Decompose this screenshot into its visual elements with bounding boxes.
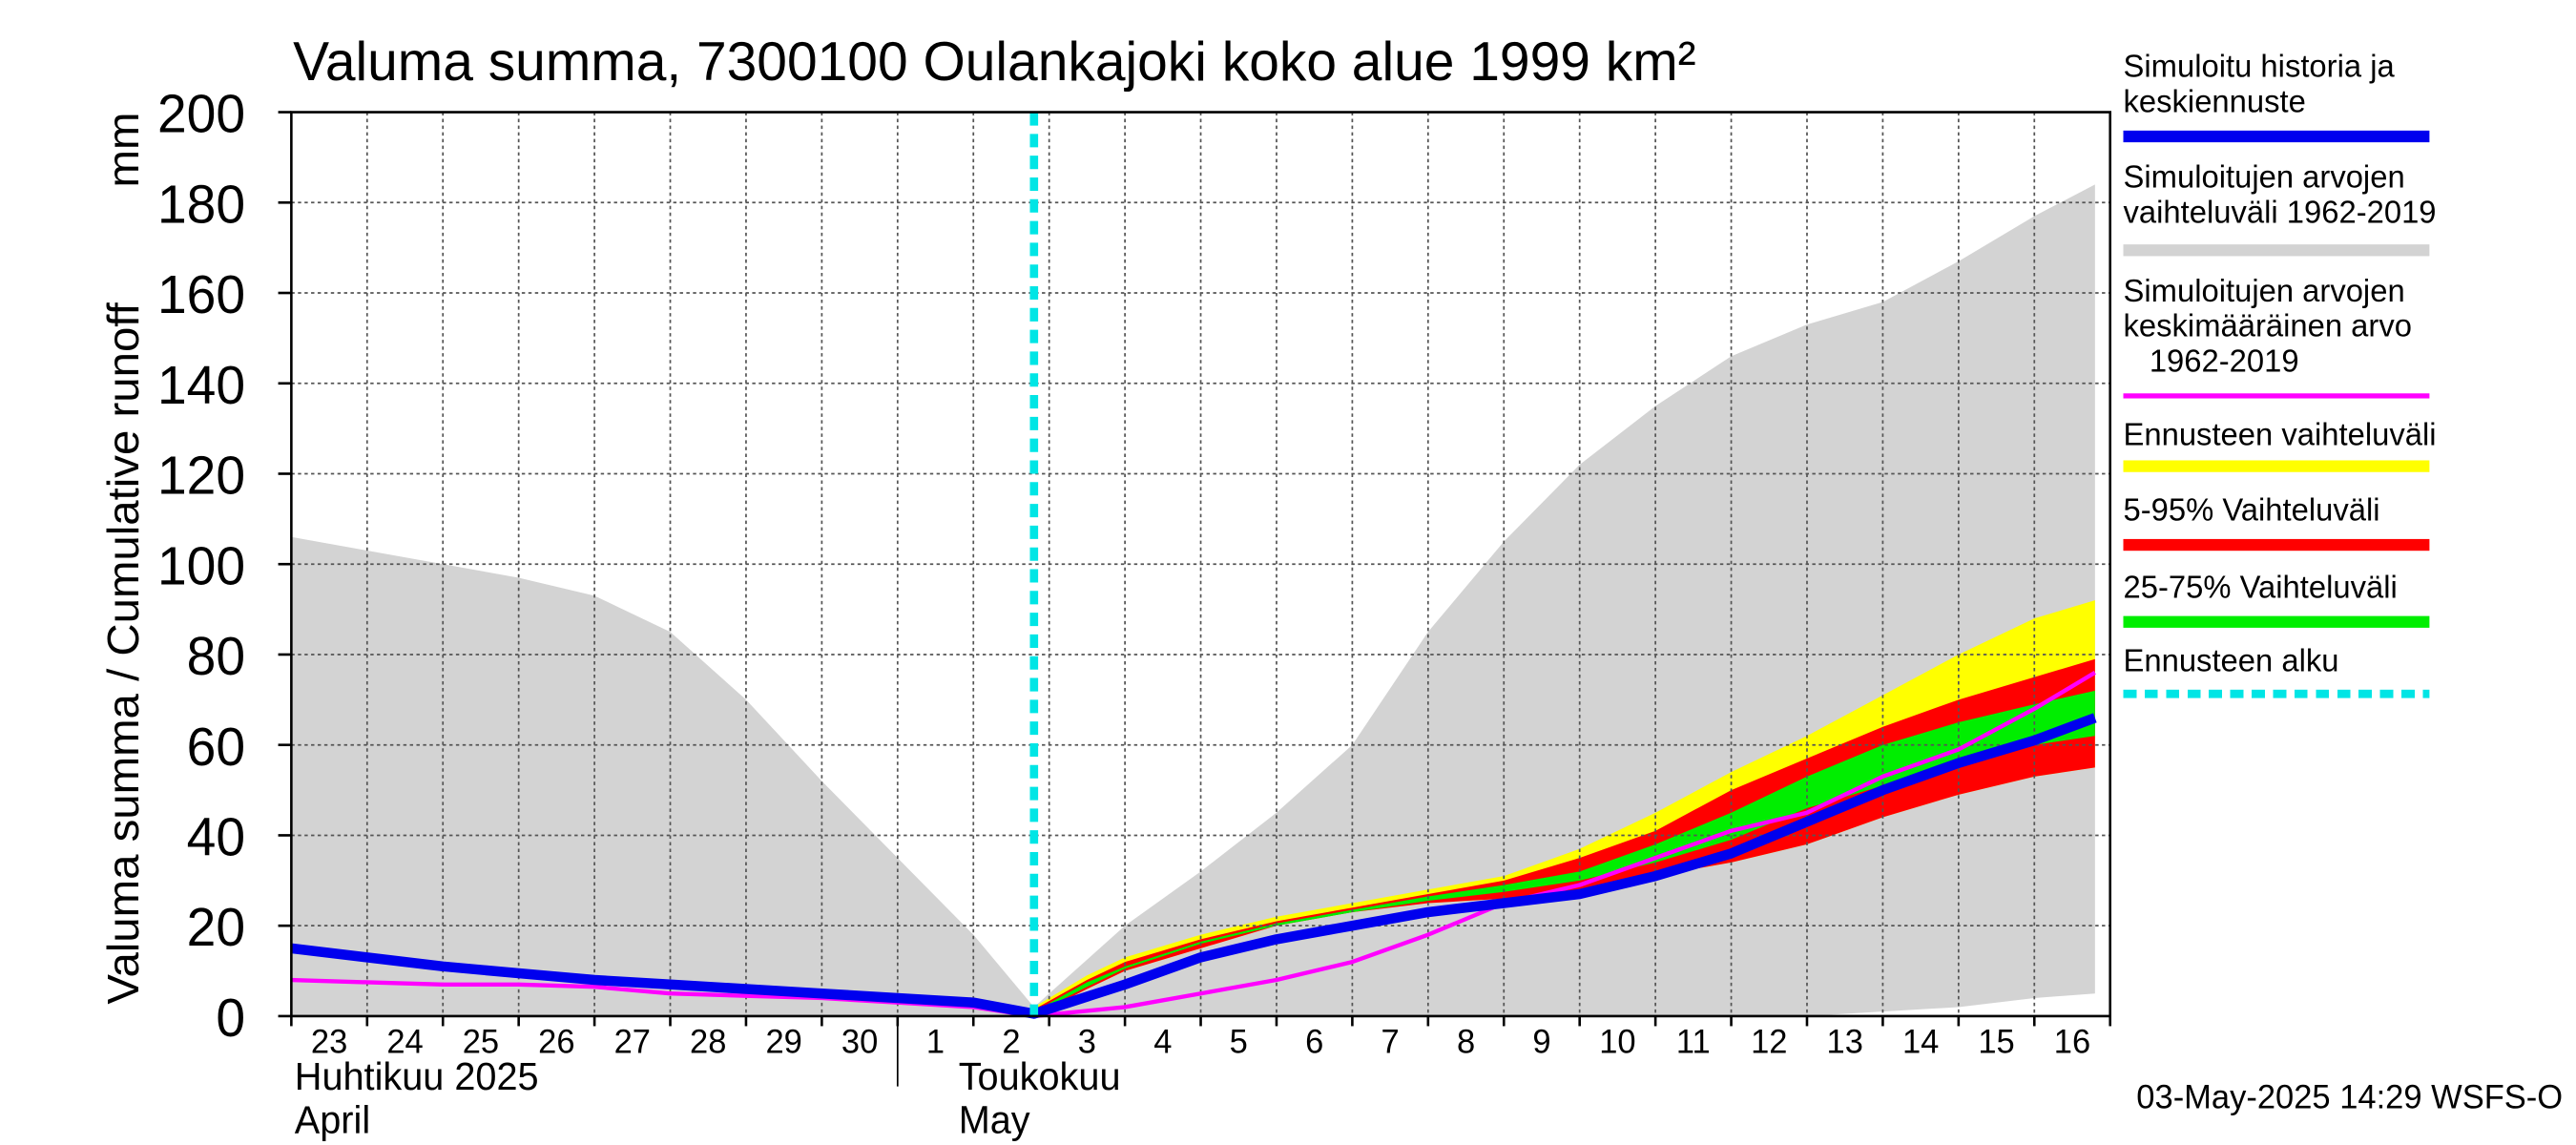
chart-title: Valuma summa, 7300100 Oulankajoki koko a…	[293, 30, 1696, 93]
legend-label-forecast-range: Ennusteen vaihteluväli	[2123, 418, 2437, 454]
x-tick-label: 27	[614, 1024, 651, 1060]
x-tick-label: 23	[311, 1024, 347, 1060]
y-tick-label: 60	[187, 717, 245, 777]
legend-item-mean: Simuloitujen arvojen keskimääräinen arvo…	[2123, 274, 2568, 399]
x-tick-label: 1	[926, 1024, 945, 1060]
x-tick-label: 14	[1902, 1024, 1939, 1060]
x-tick-label: 13	[1827, 1024, 1863, 1060]
legend-item-forecast-start: Ennusteen alku	[2123, 644, 2568, 698]
y-tick-label: 40	[187, 807, 245, 867]
x-tick-label: 5	[1230, 1024, 1248, 1060]
x-tick-label: 7	[1381, 1024, 1400, 1060]
x-tick-label: 6	[1305, 1024, 1323, 1060]
legend-swatch-25-75	[2123, 615, 2430, 628]
legend-label-history: Simuloitu historia ja keskiennuste	[2123, 50, 2395, 121]
legend-item-forecast-range: Ennusteen vaihteluväli	[2123, 418, 2568, 472]
legend-label-5-95: 5-95% Vaihteluväli	[2123, 493, 2380, 530]
legend-item-history: Simuloitu historia ja keskiennuste	[2123, 50, 2568, 143]
y-tick-label: 200	[157, 84, 245, 144]
legend-swatch-mean	[2123, 393, 2430, 399]
month-label-fi: Huhtikuu 2025	[295, 1056, 539, 1098]
legend-label-25-75: 25-75% Vaihteluväli	[2123, 571, 2398, 607]
x-tick-label: 28	[690, 1024, 726, 1060]
legend-swatch-range	[2123, 244, 2430, 257]
legend-item-5-95: 5-95% Vaihteluväli	[2123, 493, 2568, 552]
y-tick-label: 20	[187, 898, 245, 958]
x-tick-label: 11	[1676, 1024, 1711, 1060]
y-tick-label: 80	[187, 627, 245, 687]
series-line-1	[290, 713, 2097, 1019]
month-label-fi: Toukokuu	[959, 1056, 1121, 1098]
x-tick-label: 3	[1078, 1024, 1096, 1060]
band-3	[1033, 690, 2095, 1014]
x-tick-label: 9	[1532, 1024, 1550, 1060]
x-tick-label: 2	[1002, 1024, 1020, 1060]
y-tick-label: 0	[216, 989, 245, 1049]
month-label-en: April	[295, 1099, 370, 1141]
y-tick-label: 160	[157, 265, 245, 325]
x-tick-label: 10	[1599, 1024, 1635, 1060]
x-tick-label: 4	[1153, 1024, 1172, 1060]
legend-swatch-5-95	[2123, 538, 2430, 552]
y-tick-label: 100	[157, 536, 245, 596]
x-tick-label: 24	[386, 1024, 423, 1060]
legend-label-forecast-start: Ennusteen alku	[2123, 644, 2339, 680]
timestamp-footer: 03-May-2025 14:29 WSFS-O	[2136, 1079, 2564, 1117]
legend-item-25-75: 25-75% Vaihteluväli	[2123, 571, 2568, 628]
y-tick-label: 120	[157, 446, 245, 506]
x-tick-label: 25	[463, 1024, 499, 1060]
x-tick-label: 15	[1978, 1024, 2014, 1060]
month-label-en: May	[959, 1099, 1030, 1141]
band-2	[1033, 658, 2095, 1016]
x-tick-label: 29	[765, 1024, 801, 1060]
legend-label-mean: Simuloitujen arvojen keskimääräinen arvo…	[2123, 274, 2412, 381]
x-tick-label: 26	[538, 1024, 574, 1060]
legend-swatch-forecast-range	[2123, 460, 2430, 472]
x-tick-label: 12	[1751, 1024, 1787, 1060]
y-tick-label: 180	[157, 175, 245, 235]
x-tick-label: 16	[2054, 1024, 2090, 1060]
x-tick-label: 30	[841, 1024, 878, 1060]
band-0	[291, 184, 2095, 1016]
legend-label-range: Simuloitujen arvojen vaihteluväli 1962-2…	[2123, 160, 2437, 232]
legend-swatch-history	[2123, 130, 2430, 143]
legend-swatch-forecast-start	[2123, 689, 2430, 698]
legend-item-range: Simuloitujen arvojen vaihteluväli 1962-2…	[2123, 160, 2568, 257]
y-tick-label: 140	[157, 355, 245, 415]
series-line-0	[291, 671, 2096, 1019]
x-tick-label: 8	[1457, 1024, 1475, 1060]
